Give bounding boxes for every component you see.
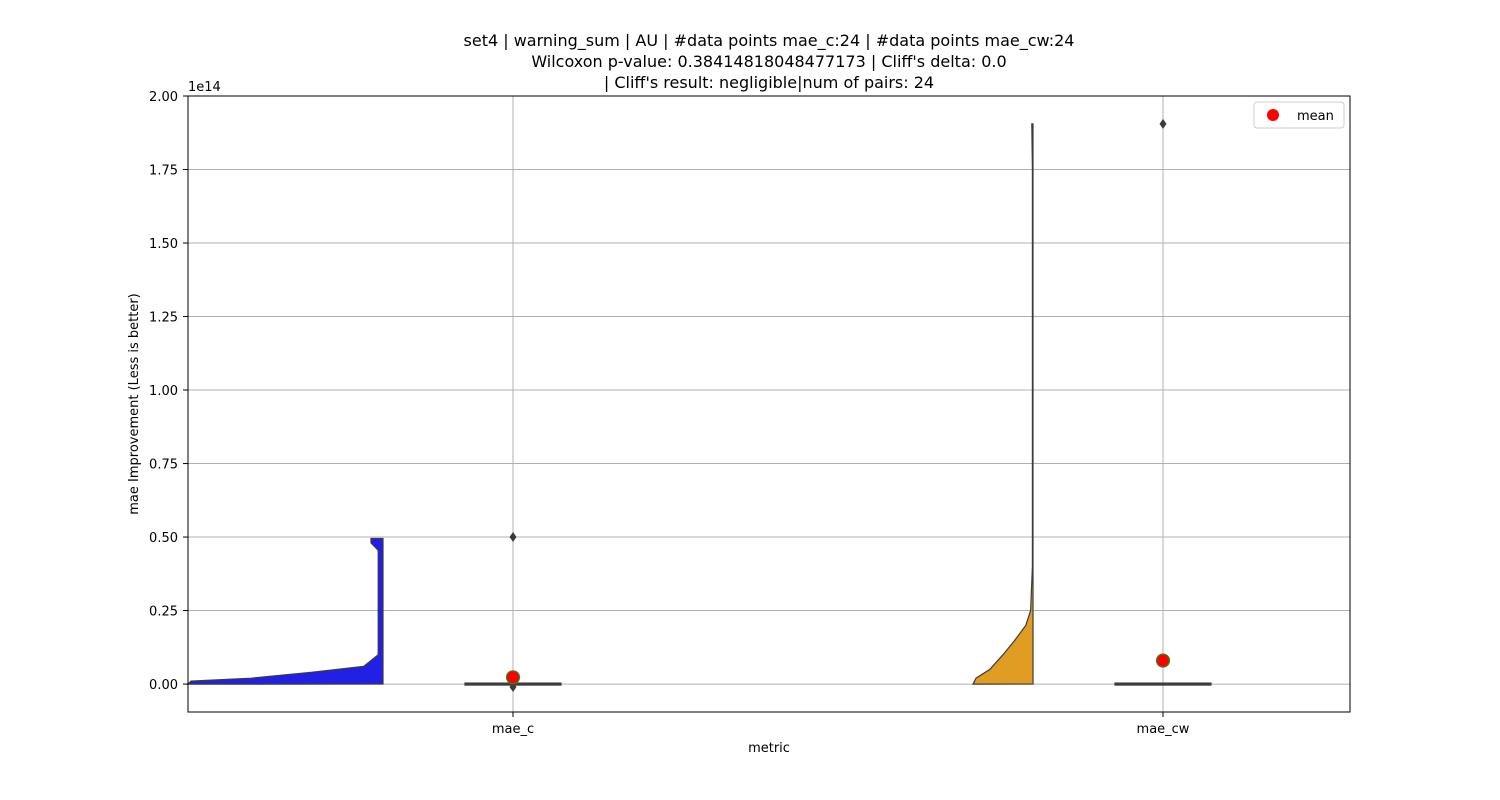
violin-mae_cw <box>972 123 1034 685</box>
outlier-point-mae_cw <box>1159 118 1167 129</box>
outlier-point-mae_c <box>509 682 517 693</box>
y-tick-label: 0.50 <box>149 531 178 546</box>
violin-mae_c <box>186 537 384 685</box>
y-scale-label: 1e14 <box>188 80 221 95</box>
legend-mean-marker <box>1267 109 1279 121</box>
y-tick-label: 0.00 <box>149 678 178 693</box>
boxes <box>464 118 1212 693</box>
title-line-2: Wilcoxon p-value: 0.38414818048477173 | … <box>531 52 1006 71</box>
legend: mean <box>1253 101 1345 129</box>
legend-box <box>1253 101 1345 129</box>
outlier-point-mae_c <box>509 532 517 543</box>
x-tick-label: mae_cw <box>1137 722 1190 737</box>
y-tick-label: 0.25 <box>149 605 178 620</box>
y-tick-label: 1.50 <box>149 237 178 252</box>
markers <box>505 653 1171 685</box>
violins <box>186 123 1034 685</box>
mean-marker-mae_cw <box>1155 653 1171 668</box>
x-tick-label: mae_c <box>492 722 534 737</box>
x-axis-ticks: mae_c mae_cw <box>492 712 1190 737</box>
x-axis-label: metric <box>748 741 790 756</box>
y-axis-label: mae Improvement (Less is better) <box>127 293 142 514</box>
grid <box>188 95 1350 712</box>
title-line-1: set4 | warning_sum | AU | #data points m… <box>464 31 1075 51</box>
y-axis-ticks: 0.00 0.25 0.50 0.75 1.00 1.25 1.50 1.75 2.00 <box>149 90 188 693</box>
title-line-3: | Cliff's result: negligible|num of pair… <box>604 73 934 92</box>
y-tick-label: 2.00 <box>149 90 178 105</box>
y-tick-label: 0.75 <box>149 458 178 473</box>
chart-title: set4 | warning_sum | AU | #data points m… <box>464 31 1075 92</box>
y-tick-label: 1.00 <box>149 384 178 399</box>
legend-mean-label: mean <box>1297 109 1334 124</box>
plot-frame <box>187 95 1351 713</box>
mean-marker-mae_c <box>505 670 521 685</box>
y-tick-label: 1.25 <box>149 311 178 326</box>
y-tick-label: 1.75 <box>149 164 178 179</box>
